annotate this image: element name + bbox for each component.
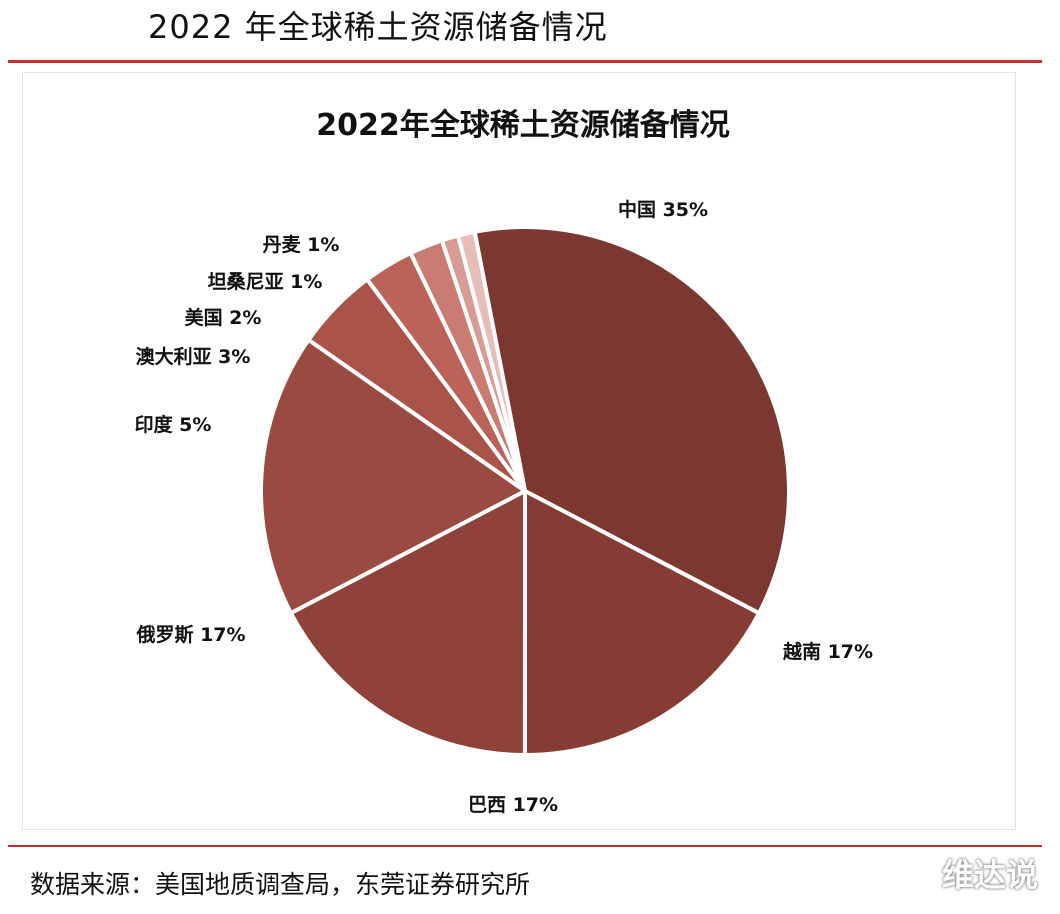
chart-frame: 2022年全球稀土资源储备情况 中国 35% 越南 17% 巴西 17% 俄罗斯 17… bbox=[22, 72, 1016, 830]
slice-label-2: 越南 17% bbox=[782, 640, 873, 663]
title-divider bbox=[8, 60, 1042, 63]
pie-chart: 2022年全球稀土资源储备情况 中国 35% 越南 17% 巴西 17% 俄罗斯 17… bbox=[135, 108, 873, 816]
footer-divider bbox=[8, 845, 1042, 847]
slice-label-7: 美国 2% bbox=[185, 306, 262, 329]
pie-slice-2 bbox=[522, 489, 762, 757]
slice-label-8: 坦桑尼亚 1% bbox=[208, 271, 323, 293]
slice-label-3: 巴西 17% bbox=[468, 794, 558, 816]
pie-slice-9 bbox=[456, 229, 527, 493]
pie-slice-1 bbox=[472, 225, 791, 616]
pie-slice-3 bbox=[288, 489, 527, 757]
pie-labels: 中国 35% 越南 17% 巴西 17% 俄罗斯 17% 印度 5% 澳大利亚 3% 美国 … bbox=[135, 198, 873, 816]
data-source: 数据来源：美国地质调查局，东莞证券研究所 bbox=[30, 870, 531, 899]
slice-label-9: 丹麦 1% bbox=[263, 233, 340, 256]
pie-slices bbox=[259, 225, 791, 757]
chart-title: 2022年全球稀土资源储备情况 bbox=[316, 108, 730, 143]
page-title: 2022 年全球稀土资源储备情况 bbox=[148, 8, 608, 46]
watermark: 维达说 bbox=[941, 856, 1038, 894]
slice-label-6: 澳大利亚 3% bbox=[136, 345, 251, 368]
pie-slice-4 bbox=[259, 337, 527, 616]
slice-label-1: 中国 35% bbox=[618, 198, 708, 221]
slice-label-4: 俄罗斯 17% bbox=[135, 623, 245, 646]
slice-label-5: 印度 5% bbox=[135, 413, 212, 436]
